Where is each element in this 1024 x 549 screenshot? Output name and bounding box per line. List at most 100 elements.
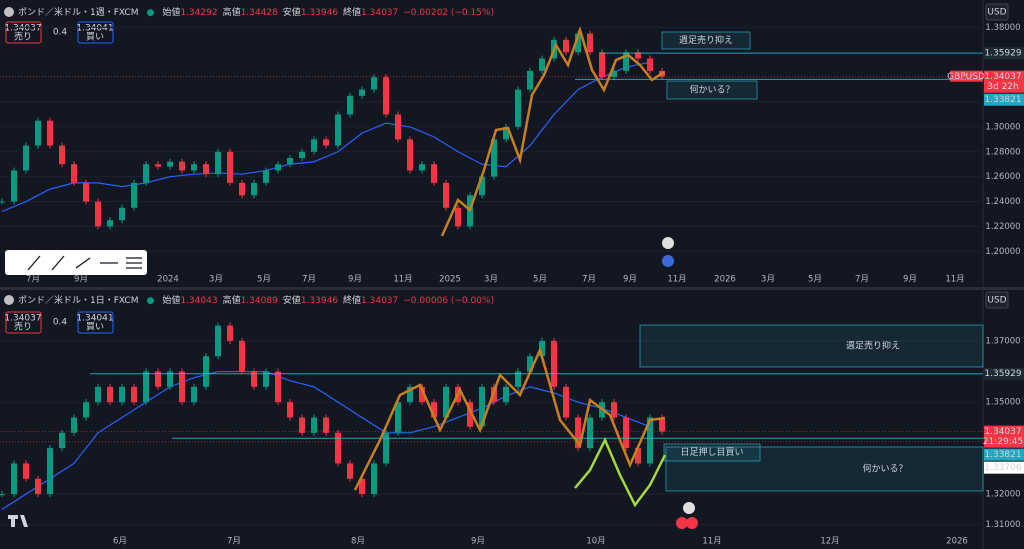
candle (83, 182, 89, 202)
currency-button[interactable] (985, 291, 1009, 309)
price-tag-value: 1.35929 (984, 369, 1021, 379)
buy-button[interactable] (77, 311, 114, 334)
x-tick-label: 7月 (227, 537, 241, 547)
candle (143, 371, 149, 403)
x-tick-label: 12月 (820, 537, 839, 547)
candle (11, 463, 17, 495)
annotation-text: 週足売り抑え (679, 34, 733, 46)
currency-button[interactable] (985, 3, 1009, 21)
event-icon[interactable] (683, 502, 695, 514)
candle (227, 151, 233, 183)
x-tick-label: 9月 (348, 275, 362, 285)
event-icon[interactable] (662, 255, 674, 267)
ohlc-label: 安値 (283, 6, 301, 18)
candle (275, 164, 281, 171)
candle (575, 417, 581, 449)
candle (71, 417, 77, 433)
candle (299, 417, 305, 433)
ohlc-value: 1.34292 (180, 8, 217, 18)
change: −0.00006 (−0.00%) (403, 296, 494, 306)
candle (47, 120, 53, 146)
candle (83, 402, 89, 418)
candle (251, 371, 257, 387)
price-tag-value: 1.33706 (984, 463, 1021, 473)
candle (215, 151, 221, 175)
candle (287, 402, 293, 418)
candle (71, 164, 77, 183)
x-tick-label: 2026 (714, 275, 736, 285)
sell-price: 1.34037 (4, 24, 41, 34)
x-tick-label: 11月 (393, 275, 412, 285)
candle (95, 201, 101, 227)
candle (491, 139, 497, 177)
candle (323, 139, 329, 146)
sell-button[interactable] (5, 311, 42, 334)
candle (155, 371, 161, 387)
candle (515, 89, 521, 127)
drawn-wave (440, 25, 665, 237)
x-tick-label: 2025 (439, 275, 461, 285)
annotation-box (663, 443, 761, 462)
candle (323, 417, 329, 433)
x-tick-label: 9月 (623, 275, 637, 285)
x-tick-label: 5月 (808, 275, 822, 285)
drawing-toolbar[interactable] (5, 250, 147, 275)
x-tick-label: 9月 (471, 537, 485, 547)
toolbar-icons[interactable] (27, 255, 142, 271)
candle (263, 371, 269, 387)
candle (167, 371, 173, 387)
symbol-tag-label: GBPUSD (947, 72, 985, 82)
candle (479, 386, 485, 427)
candle (23, 145, 29, 171)
price-tag-value: 1.34037 (984, 72, 1021, 82)
symbol-icon (4, 7, 14, 17)
header: ポンド／米ドル・1週・FXCM ● 始値1.34292 高値1.34428 安値1.33… (18, 6, 494, 18)
moving-average (1, 370, 651, 510)
event-icon[interactable] (662, 237, 674, 249)
candle (251, 182, 257, 196)
candle (575, 33, 581, 53)
candle (23, 463, 29, 479)
annotation-text: 何かいる？ (862, 463, 907, 475)
ohlc-value: 1.34089 (241, 296, 278, 306)
x-tick-label: 10月 (586, 537, 605, 547)
price-tag (984, 47, 1024, 60)
buy-button[interactable] (77, 21, 114, 44)
candle (143, 164, 149, 183)
sell-button[interactable] (5, 21, 42, 44)
event-icon[interactable] (676, 517, 688, 529)
candle (0, 201, 5, 203)
x-tick-label: 7月 (26, 275, 40, 285)
candle (563, 386, 569, 418)
symbol-icon (4, 295, 14, 305)
annotation-box (665, 446, 984, 492)
candle (431, 402, 437, 418)
currency: USD (987, 296, 1006, 306)
buy-price: 1.34041 (76, 314, 113, 324)
candle (0, 494, 5, 496)
x-tick-label: 9月 (74, 275, 88, 285)
annotation-box (661, 31, 751, 50)
x-tick-label: 3月 (761, 275, 775, 285)
x-tick-label: 2026 (946, 537, 968, 547)
price-tag (984, 93, 1024, 106)
candle (371, 77, 377, 90)
candle (623, 52, 629, 71)
annotation-text: 週足売り抑え (846, 340, 900, 352)
buy-label: 買い (86, 32, 104, 43)
price-tag-value: 1.33821 (984, 95, 1021, 105)
candle (635, 52, 641, 59)
candle (35, 478, 41, 495)
y-tick-label: 1.24000 (985, 197, 1020, 207)
candle (347, 463, 353, 479)
candle (623, 417, 629, 449)
candle (635, 448, 641, 464)
candle (263, 170, 269, 183)
header: ポンド／米ドル・1日・FXCM ● 始値1.34043 高値1.34089 安値1.33… (18, 294, 494, 306)
candle (311, 417, 317, 433)
candle (407, 386, 413, 403)
event-icon[interactable] (686, 517, 698, 529)
ohlc-value: 1.34043 (180, 296, 217, 306)
candle (227, 325, 233, 341)
